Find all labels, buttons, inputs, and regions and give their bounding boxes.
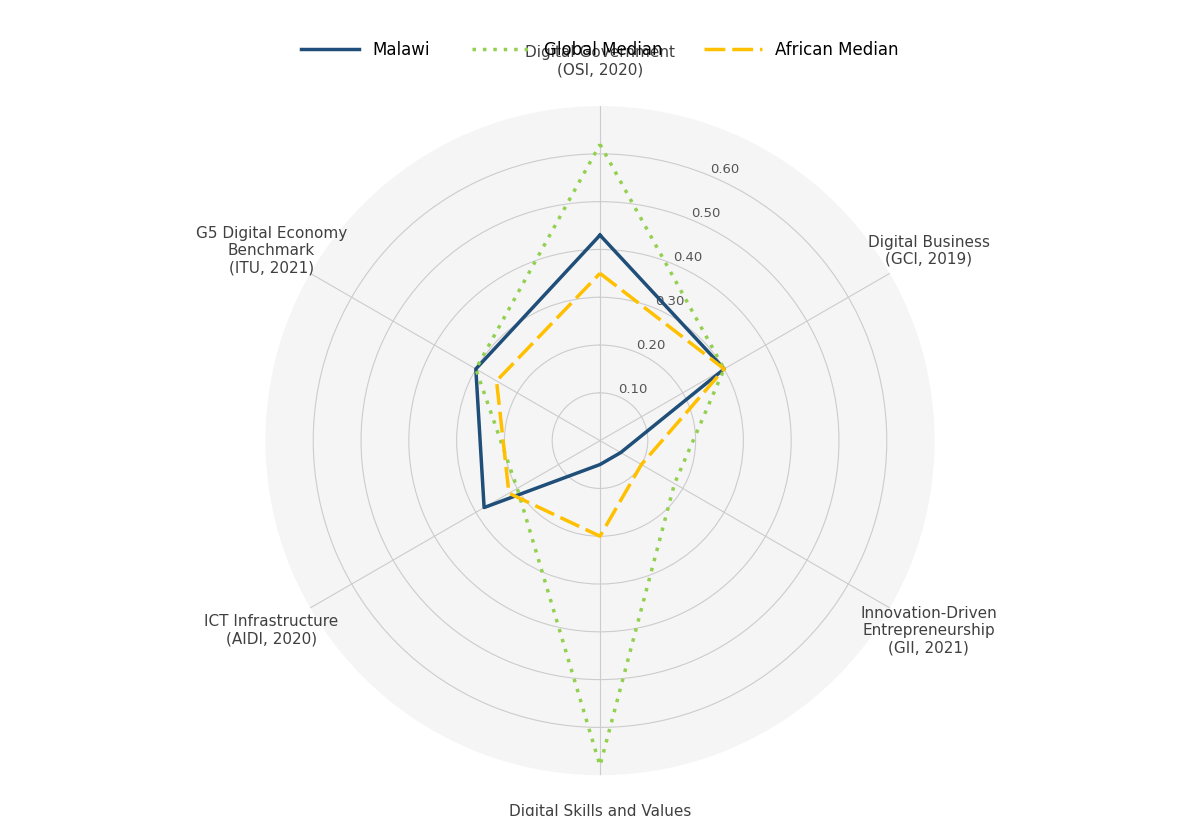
Legend: Malawi, Global Median, African Median: Malawi, Global Median, African Median bbox=[293, 33, 907, 68]
